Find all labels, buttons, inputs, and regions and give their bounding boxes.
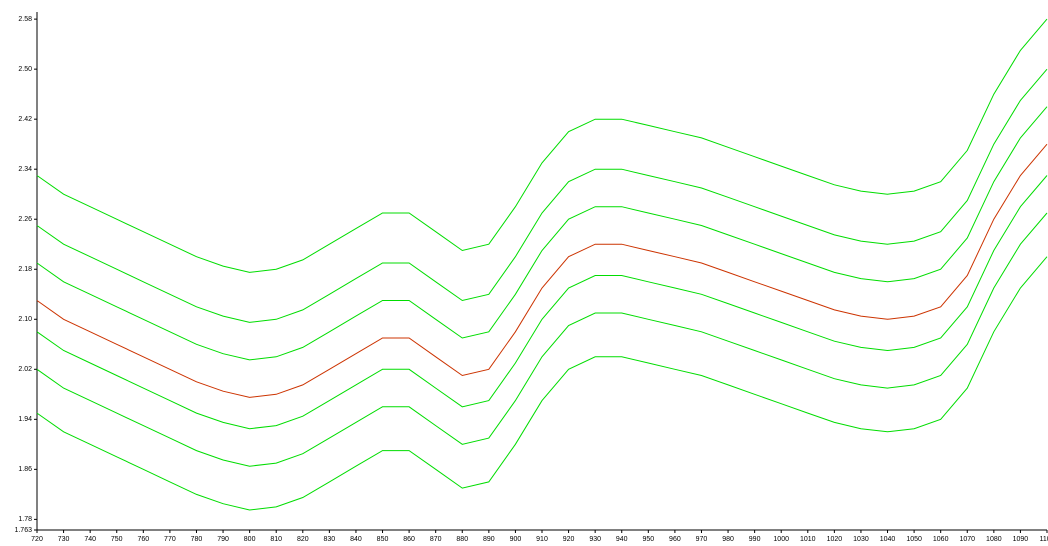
x-tick-label: 1020 [827, 536, 843, 543]
y-tick-label: 2.50 [18, 66, 32, 73]
y-tick-label: 1.78 [18, 516, 32, 523]
series-line [36, 212, 1048, 467]
x-tick-label: 970 [696, 536, 708, 543]
x-tick-label: 750 [111, 536, 123, 543]
x-tick-label: 1100 [1039, 536, 1048, 543]
x-tick-label: 840 [350, 536, 362, 543]
x-tick-label: 920 [563, 536, 575, 543]
y-tick-label: 2.34 [18, 166, 32, 173]
series-line [36, 68, 1048, 323]
x-tick-label: 1090 [1013, 536, 1029, 543]
x-tick-label: 1080 [986, 536, 1002, 543]
y-tick-label: 2.26 [18, 216, 32, 223]
x-tick-label: 950 [642, 536, 654, 543]
x-tick-label: 980 [722, 536, 734, 543]
x-tick-label: 790 [217, 536, 229, 543]
x-tick-label: 930 [589, 536, 601, 543]
x-tick-label: 730 [58, 536, 70, 543]
series-line [36, 106, 1048, 361]
y-tick-label: 1.94 [18, 416, 32, 423]
x-tick-label: 720 [31, 536, 43, 543]
x-tick-label: 910 [536, 536, 548, 543]
x-tick-label: 1030 [853, 536, 869, 543]
x-tick-label: 740 [84, 536, 96, 543]
x-tick-label: 900 [510, 536, 522, 543]
y-tick-label: 2.58 [18, 16, 32, 23]
y-tick-label: 2.10 [18, 316, 32, 323]
x-tick-label: 850 [377, 536, 389, 543]
y-tick-label: 2.02 [18, 366, 32, 373]
x-tick-label: 1060 [933, 536, 949, 543]
x-tick-label: 1040 [880, 536, 896, 543]
y-tick-label: 2.42 [18, 116, 32, 123]
x-tick-label: 770 [164, 536, 176, 543]
x-tick-label: 810 [270, 536, 282, 543]
x-tick-label: 1000 [773, 536, 789, 543]
x-tick-label: 1010 [800, 536, 816, 543]
x-tick-label: 960 [669, 536, 681, 543]
x-tick-label: 890 [483, 536, 495, 543]
x-tick-label: 760 [137, 536, 149, 543]
x-tick-label: 1070 [959, 536, 975, 543]
x-tick-label: 800 [244, 536, 256, 543]
x-tick-label: 940 [616, 536, 628, 543]
y-tick-label: 1.86 [18, 466, 32, 473]
x-tick-label: 990 [749, 536, 761, 543]
series-line [36, 175, 1048, 430]
x-tick-label: 870 [430, 536, 442, 543]
series-line [36, 143, 1048, 398]
x-tick-label: 820 [297, 536, 309, 543]
series-line [36, 256, 1048, 511]
x-tick-label: 1050 [906, 536, 922, 543]
y-tick-label: 2.18 [18, 266, 32, 273]
x-tick-label: 860 [403, 536, 415, 543]
x-tick-label: 880 [456, 536, 468, 543]
series-line [36, 18, 1048, 273]
x-tick-label: 830 [324, 536, 336, 543]
x-tick-label: 780 [191, 536, 203, 543]
y-tick-label: 1.763 [14, 527, 32, 534]
